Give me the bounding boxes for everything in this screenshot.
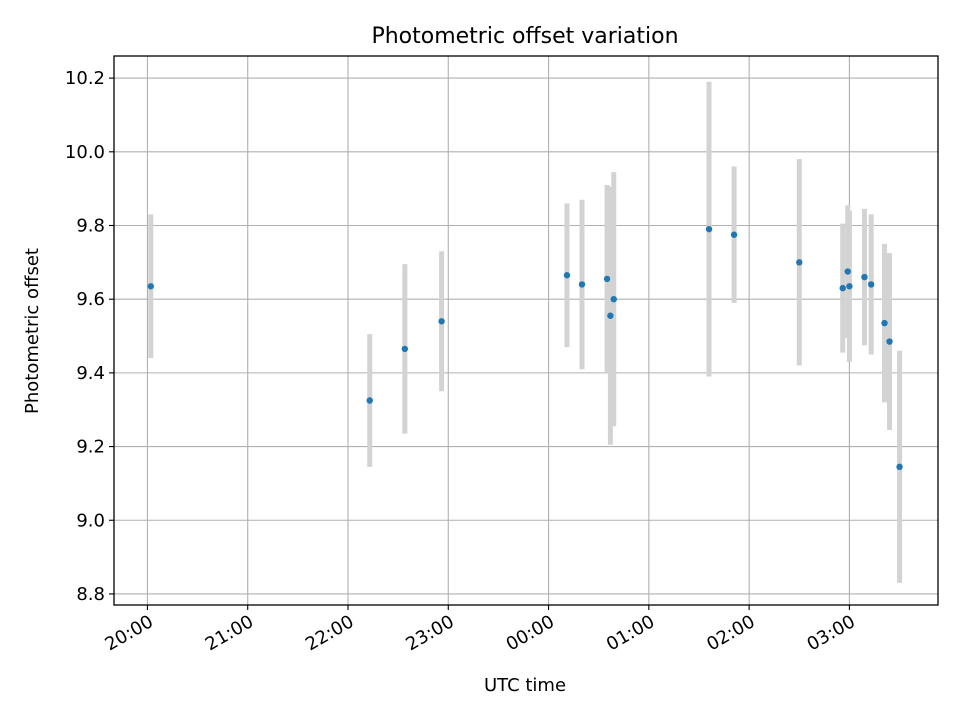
- x-axis-label: UTC time: [484, 675, 566, 696]
- data-point: [438, 318, 445, 325]
- data-point: [881, 319, 888, 327]
- data-point: [563, 272, 571, 279]
- y-tick-label: 9.6: [76, 289, 105, 310]
- y-tick-label: 10.2: [65, 68, 105, 89]
- y-tick-label: 9.0: [76, 510, 105, 531]
- chart-title: Photometric offset variation: [371, 24, 678, 49]
- y-axis: 8.8 9.0 9.2 9.4 9.6 9.8 10.0 10.2: [65, 68, 114, 605]
- data-point: [401, 345, 409, 353]
- data-point: [730, 231, 738, 238]
- data-point: [147, 283, 154, 290]
- y-tick-label: 10.0: [65, 142, 105, 163]
- data-point: [839, 284, 846, 292]
- plot-frame: [113, 55, 939, 606]
- data-point: [607, 312, 614, 319]
- data-point: [603, 275, 611, 283]
- data-point: [886, 338, 893, 345]
- data-points: [147, 225, 903, 471]
- data-point: [844, 268, 851, 275]
- data-point: [896, 463, 903, 471]
- data-point: [578, 281, 586, 288]
- data-point: [861, 273, 868, 281]
- y-tick-label: 9.8: [76, 215, 105, 236]
- grid: [114, 56, 938, 605]
- y-tick-label: 8.8: [76, 584, 105, 605]
- data-point: [705, 225, 713, 233]
- y-tick-label: 9.2: [76, 437, 105, 458]
- data-point: [867, 281, 875, 288]
- data-point: [366, 397, 373, 404]
- y-axis-label: Photometric offset: [22, 248, 43, 414]
- data-point: [796, 259, 803, 266]
- data-point: [846, 283, 853, 290]
- data-point: [610, 295, 617, 303]
- y-tick-label: 9.4: [76, 363, 105, 384]
